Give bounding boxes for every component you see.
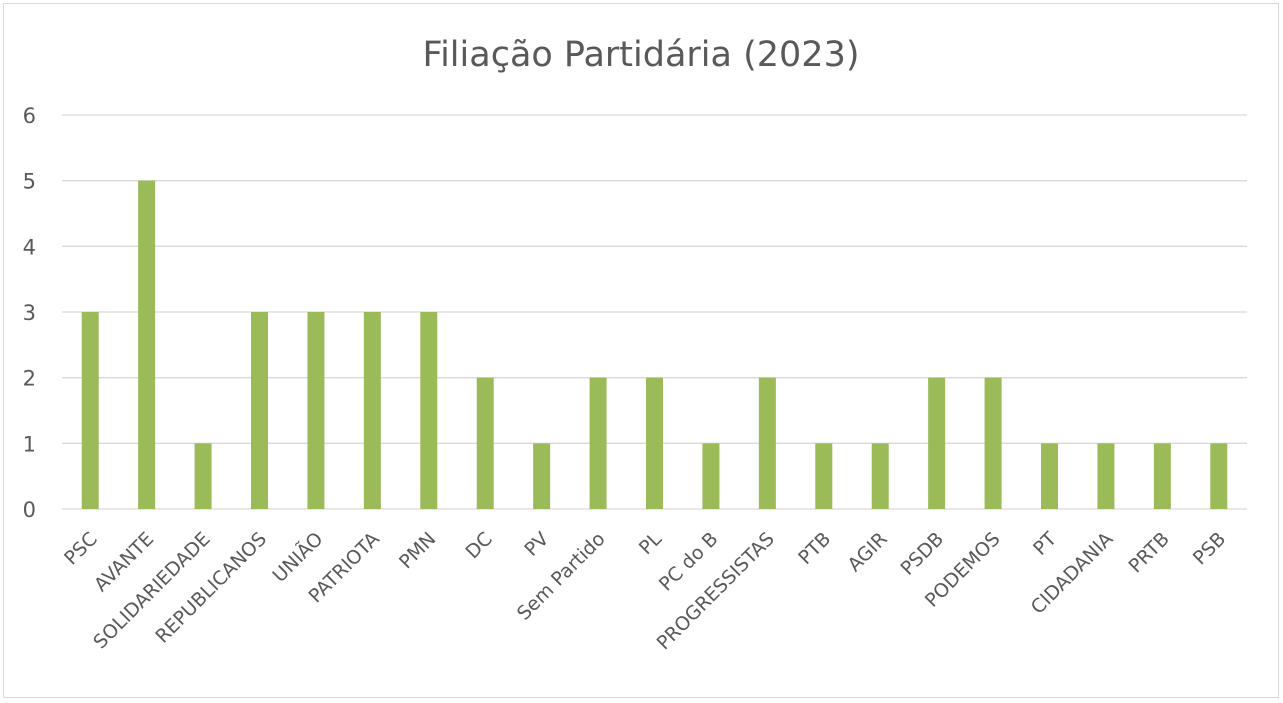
y-tick-label: 3	[23, 301, 36, 325]
x-category-label: AGIR	[844, 528, 892, 576]
bar-podemos	[984, 377, 1002, 509]
x-category-label: PSB	[1189, 528, 1230, 569]
bar-prtb	[1153, 443, 1171, 509]
x-axis-category-labels: PSCAVANTESOLIDARIEDADEREPUBLICANOSUNIÃOP…	[60, 527, 1230, 654]
x-category-label: PRTB	[1124, 528, 1173, 577]
bar-patriota	[363, 312, 381, 509]
x-category-label: PSC	[60, 528, 102, 570]
bar-agir	[871, 443, 889, 509]
bars	[81, 180, 1228, 509]
y-tick-label: 4	[23, 235, 36, 259]
bar-psc	[81, 312, 99, 509]
x-category-label: PL	[635, 528, 666, 559]
x-category-label: DC	[461, 528, 496, 563]
bar-pt	[1041, 443, 1058, 509]
bar-ptb	[815, 443, 833, 509]
x-category-label: PT	[1029, 528, 1061, 560]
x-category-label: PMN	[395, 528, 440, 573]
x-category-label: PTB	[794, 528, 835, 569]
chart-frame	[3, 3, 1279, 698]
y-tick-label: 0	[23, 498, 36, 522]
x-category-label: PV	[520, 528, 553, 561]
bar-psdb	[928, 377, 946, 509]
chart-title: Filiação Partidária (2023)	[423, 35, 860, 75]
bar-republicanos	[251, 312, 268, 509]
x-category-label: PSDB	[896, 528, 948, 580]
y-tick-label: 6	[23, 104, 36, 128]
bar-cidadania	[1097, 443, 1115, 509]
bar-dc	[476, 377, 494, 509]
bar-psb	[1210, 443, 1228, 509]
bar-uni-o	[307, 312, 325, 509]
bar-pl	[646, 377, 663, 509]
y-axis-ticks: 0 1 2 3 4 5 6	[23, 104, 36, 522]
y-tick-label: 2	[23, 367, 36, 391]
bar-sem-partido	[589, 377, 607, 509]
bar-avante	[138, 180, 156, 509]
y-tick-label: 1	[23, 432, 36, 456]
bar-pv	[533, 443, 551, 509]
bar-pmn	[420, 312, 438, 509]
bar-pc-do-b	[702, 443, 720, 509]
bar-solidariedade	[194, 443, 212, 509]
y-tick-label: 5	[23, 170, 36, 194]
bar-progressistas	[758, 377, 776, 509]
